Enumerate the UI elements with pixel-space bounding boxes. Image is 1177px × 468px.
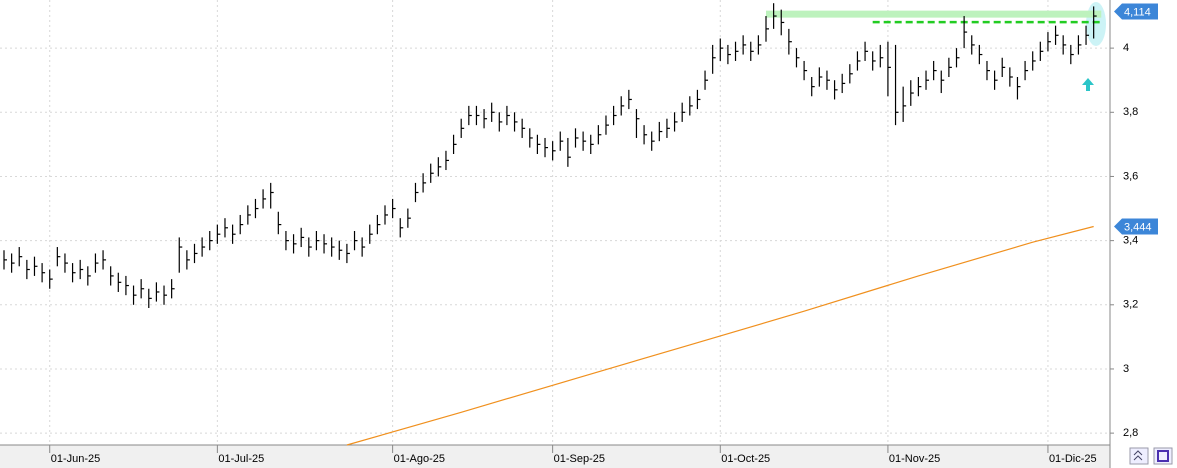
y-tick-label: 3: [1123, 363, 1129, 375]
y-tick-label: 3,2: [1123, 299, 1138, 311]
y-tick-label: 3,4: [1123, 235, 1138, 247]
highlight-ellipse: [1086, 2, 1106, 46]
x-axis-band: [0, 445, 1110, 468]
x-tick-label: 01-Nov-25: [889, 453, 940, 465]
x-tick-label: 01-Sep-25: [554, 453, 605, 465]
zoom-button[interactable]: [1129, 447, 1149, 465]
save-icon: [1157, 450, 1169, 462]
x-tick-label: 01-Dic-25: [1049, 453, 1097, 465]
price-label: 3,444: [1124, 221, 1152, 233]
price-marker: [1114, 218, 1158, 235]
moving-average: [346, 225, 1094, 446]
up-arrow: [1082, 78, 1094, 91]
zoom-icon: [1133, 450, 1143, 461]
y-tick-label: 3,8: [1123, 106, 1138, 118]
price-label: 4,114: [1124, 6, 1151, 18]
x-tick-label: 01-Jul-25: [218, 453, 264, 465]
y-tick-label: 4: [1123, 42, 1129, 54]
plot-area: 2,8 3 3,2 3,4 3,6 3,8 4 01-Jun-25 01-Jul-25 01-Ag…: [0, 0, 1158, 465]
price-marker: [1114, 3, 1158, 20]
x-tick-label: 01-Ago-25: [394, 453, 445, 465]
x-tick-label: 01-Oct-25: [721, 453, 770, 465]
y-tick-label: 2,8: [1123, 427, 1138, 439]
x-tick-label: 01-Jun-25: [51, 453, 101, 465]
y-tick-label: 3,6: [1123, 170, 1138, 182]
